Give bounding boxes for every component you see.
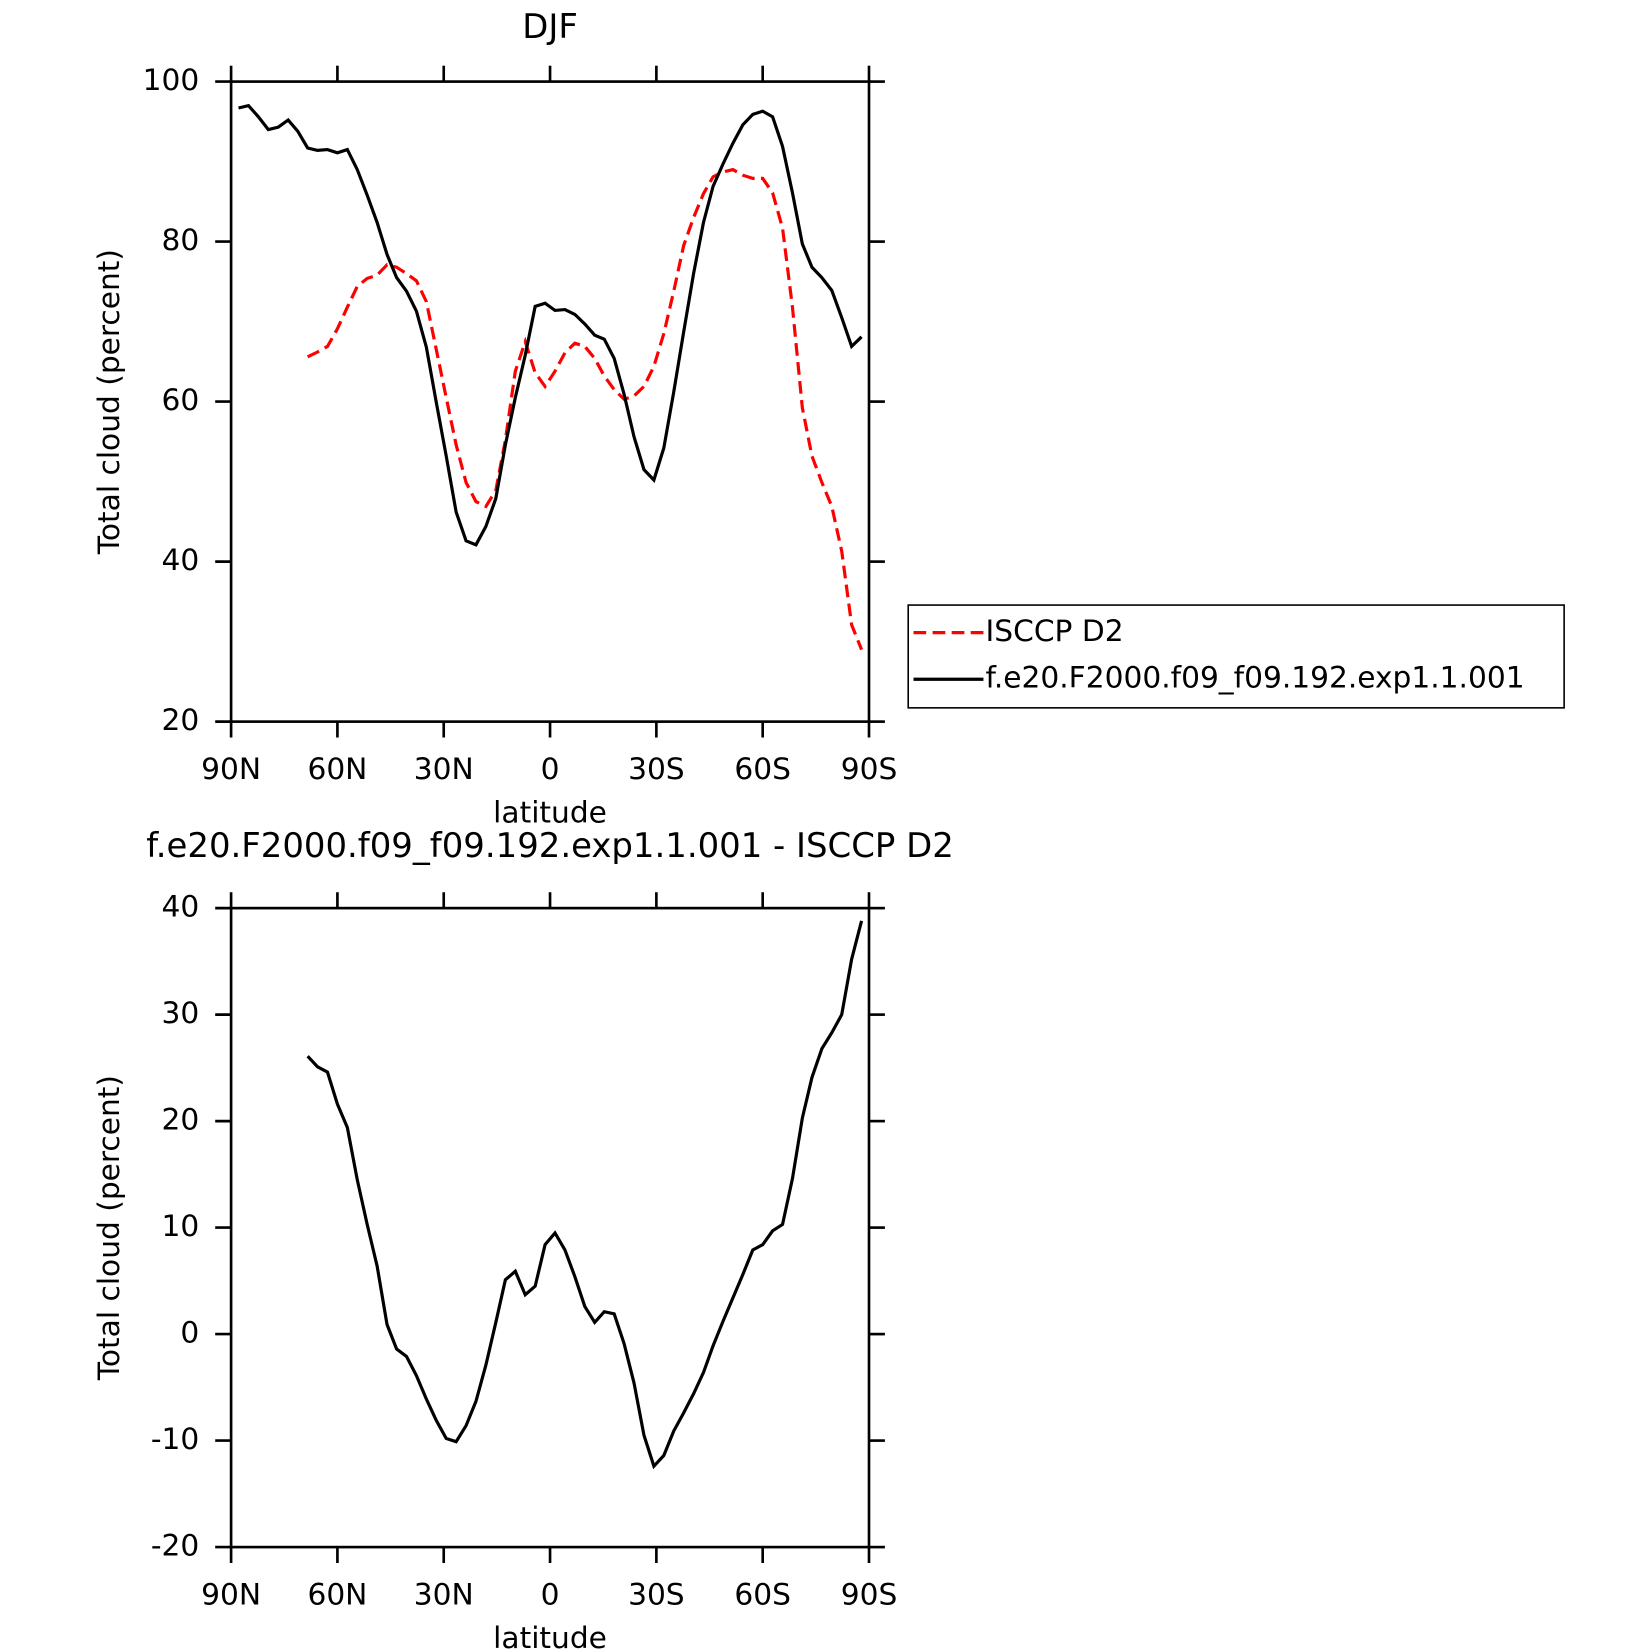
x-tick-label: 30N (414, 1576, 474, 1611)
y-tick-label: 30 (162, 995, 200, 1030)
x-tick-label: 90N (201, 751, 261, 786)
x-tick-label: 90N (201, 1576, 261, 1611)
data-line (306, 920, 864, 1470)
y-tick-label: 10 (162, 1208, 200, 1243)
chart-title: DJF (522, 7, 578, 46)
y-tick-label: 20 (162, 702, 200, 737)
x-tick-label: 30S (628, 1576, 685, 1611)
y-tick-label: 60 (162, 382, 200, 417)
y-tick-label: 80 (162, 222, 200, 257)
y-tick-label: 40 (162, 542, 200, 577)
y-tick-label: 20 (162, 1102, 200, 1137)
legend-box (907, 604, 1565, 709)
x-tick-label: 90S (841, 1576, 898, 1611)
chart-panel: DJF 90N 60N 30N 0 30S 60S 90S 20 40 60 80 100 latitud… (91, 7, 1565, 829)
y-axis-label: Total cloud (percent) (91, 249, 126, 555)
x-tick-label: 60N (307, 1576, 367, 1611)
y-tick-label: 0 (180, 1315, 199, 1350)
y-tick-label: 100 (143, 62, 200, 97)
x-tick-label: 60S (734, 751, 791, 786)
chart-title: f.e20.F2000.f09_f09.192.exp1.1.001 - ISC… (146, 826, 953, 865)
legend-label: f.e20.F2000.f09_f09.192.exp1.1.001 (986, 660, 1525, 695)
data-line (306, 167, 864, 651)
y-tick-label: -20 (151, 1528, 199, 1563)
plot-frame (229, 80, 871, 723)
legend: ISCCP D2 f.e20.F2000.f09_f09.192.exp1.1.0… (907, 604, 1565, 709)
y-tick-label: -10 (151, 1421, 199, 1456)
x-tick-label: 60N (307, 751, 367, 786)
x-tick-label: 30N (414, 751, 474, 786)
x-tick-label: 0 (541, 1576, 560, 1611)
x-tick-label: 90S (841, 751, 898, 786)
chart-panel: f.e20.F2000.f09_f09.192.exp1.1.001 - ISC… (91, 826, 954, 1652)
x-tick-label: 0 (541, 751, 560, 786)
legend-label: ISCCP D2 (986, 613, 1124, 648)
x-tick-label: 30S (628, 751, 685, 786)
y-axis-label: Total cloud (percent) (91, 1075, 126, 1381)
x-axis-label: latitude (493, 1620, 607, 1652)
plot-frame (229, 906, 871, 1549)
x-axis-label: latitude (493, 794, 607, 829)
y-tick-label: 40 (162, 889, 200, 924)
x-tick-label: 60S (734, 1576, 791, 1611)
data-line (238, 103, 863, 547)
